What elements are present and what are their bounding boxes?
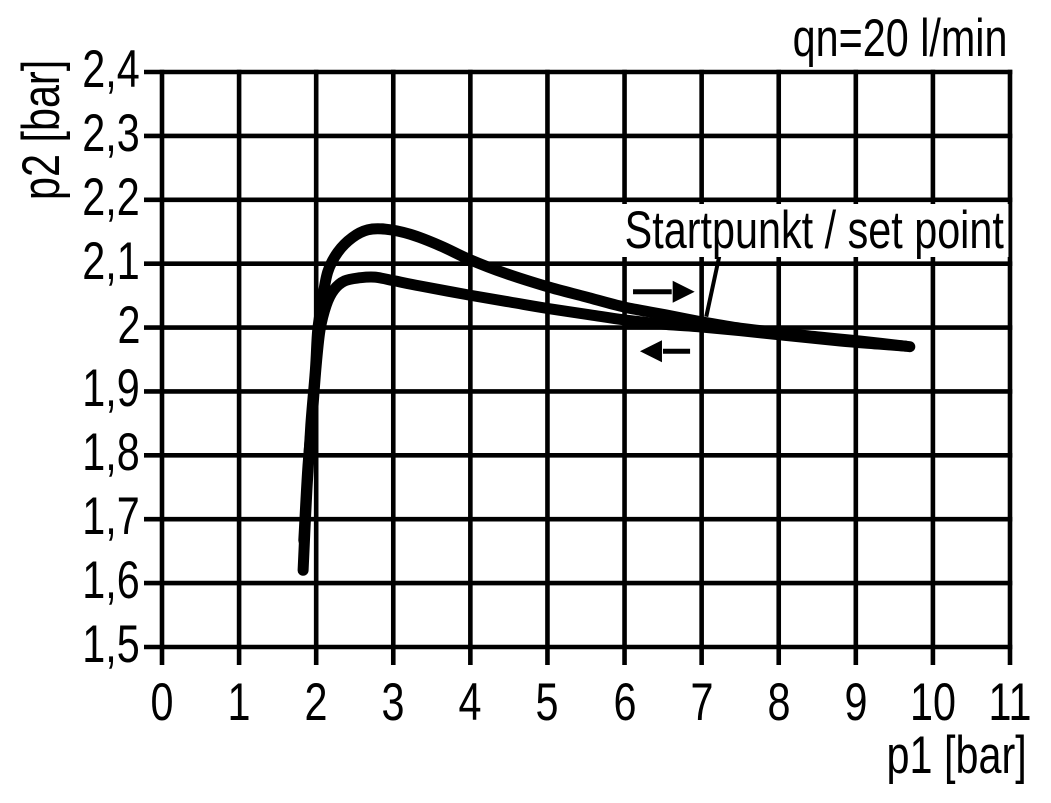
y-tick-label: 2,2 [82, 167, 140, 227]
x-tick-label: 5 [535, 673, 559, 732]
x-tick-label: 4 [458, 673, 482, 732]
x-tick-label: 10 [909, 673, 956, 732]
flow-direction-left-arrow [639, 340, 691, 363]
x-tick-label: 6 [613, 673, 637, 732]
x-tick-label: 7 [690, 673, 714, 732]
x-tick-label: 9 [844, 673, 868, 732]
y-tick-label: 2,1 [82, 231, 140, 291]
lower-branch-hysteresis-curve [298, 271, 911, 546]
y-tick-label: 2 [117, 295, 140, 355]
set-point-annotation-label: Startpunkt / set point [620, 204, 1009, 257]
flow-direction-right-arrow [633, 280, 695, 303]
x-tick-label: 0 [150, 673, 174, 732]
x-tick-label: 1 [227, 673, 251, 732]
y-tick-label: 2,4 [82, 40, 140, 99]
flow-rate-annotation: qn=20 l/min [792, 9, 1007, 68]
x-tick-label: 8 [767, 673, 791, 732]
x-tick-label: 3 [381, 673, 405, 732]
y-axis-title: p2 [bar] [12, 59, 71, 201]
y-tick-label: 2,3 [82, 103, 140, 163]
x-tick-label: 2 [304, 673, 328, 732]
x-axis-title: p1 [bar] [886, 726, 1027, 785]
gridlines [144, 69, 1013, 665]
set-point-leader-line [704, 251, 723, 318]
y-tick-label: 1,7 [82, 487, 140, 547]
y-tick-label: 1,8 [82, 423, 140, 483]
x-tick-label: 11 [988, 673, 1032, 732]
y-tick-label: 1,6 [82, 551, 140, 611]
y-tick-label: 1,5 [82, 615, 140, 674]
y-tick-label: 1,9 [82, 359, 140, 419]
